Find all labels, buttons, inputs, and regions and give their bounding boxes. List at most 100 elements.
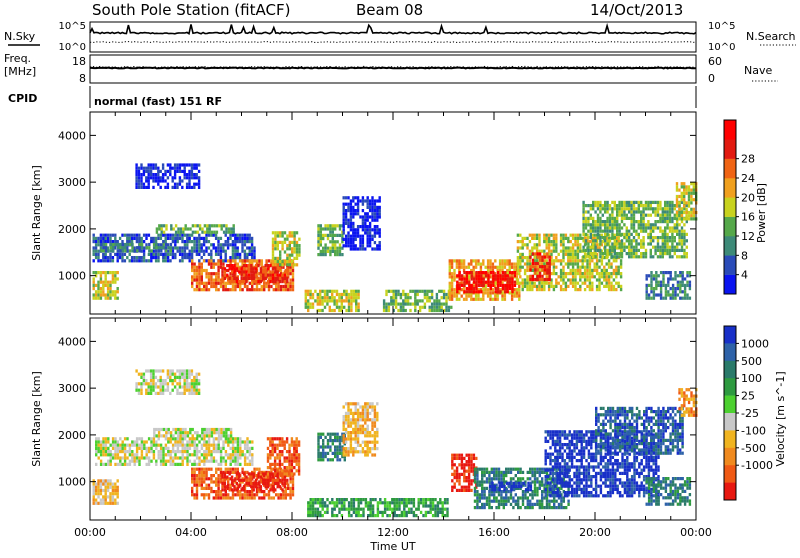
heatmap-cell	[181, 170, 183, 173]
heatmap-cell	[265, 270, 267, 273]
heatmap-cell	[215, 471, 217, 474]
heatmap-cell	[220, 428, 222, 431]
heatmap-cell	[599, 201, 601, 204]
heatmap-cell	[293, 257, 295, 260]
heatmap-cell	[614, 223, 616, 226]
heatmap-cell	[635, 207, 637, 210]
heatmap-cell	[218, 434, 220, 437]
heatmap-cell	[688, 217, 690, 220]
heatmap-cell	[93, 502, 95, 505]
heatmap-cell	[124, 463, 126, 466]
heatmap-cell	[364, 228, 366, 231]
heatmap-cell	[347, 209, 349, 212]
heatmap-cell	[262, 482, 264, 485]
power-colorbar-label: Power [dB]	[755, 183, 768, 243]
heatmap-cell	[140, 163, 142, 166]
heatmap-cell	[374, 241, 376, 244]
heatmap-cell	[198, 243, 200, 246]
heatmap-cell	[227, 480, 229, 483]
heatmap-cell	[678, 201, 680, 204]
heatmap-cell	[549, 256, 551, 259]
heatmap-cell	[677, 284, 679, 287]
heatmap-cell	[492, 271, 494, 274]
heatmap-cell	[227, 453, 229, 456]
heatmap-cell	[664, 230, 666, 233]
heatmap-cell	[210, 480, 212, 483]
heatmap-cell	[257, 476, 259, 479]
heatmap-cell	[102, 437, 104, 440]
heatmap-cell	[345, 215, 347, 218]
heatmap-cell	[177, 450, 179, 453]
heatmap-cell	[228, 231, 230, 234]
heatmap-cell	[343, 290, 345, 293]
heatmap-cell	[587, 249, 589, 252]
heatmap-cell	[284, 476, 286, 479]
heatmap-cell	[594, 204, 596, 207]
heatmap-cell	[414, 293, 416, 296]
heatmap-cell	[119, 450, 121, 453]
heatmap-cell	[671, 246, 673, 249]
heatmap-cell	[640, 201, 642, 204]
heatmap-cell	[228, 428, 230, 431]
heatmap-cell	[277, 257, 279, 260]
y-tick-label: 3000	[58, 176, 86, 189]
heatmap-cell	[158, 431, 160, 434]
heatmap-cell	[179, 163, 181, 166]
heatmap-cell	[146, 246, 148, 249]
heatmap-cell	[109, 499, 111, 502]
heatmap-cell	[243, 267, 245, 270]
heatmap-cell	[107, 483, 109, 486]
heatmap-cell	[158, 224, 160, 227]
heatmap-cell	[191, 282, 193, 285]
heatmap-cell	[253, 256, 255, 259]
heatmap-cell	[179, 456, 181, 459]
heatmap-cell	[246, 444, 248, 447]
heatmap-cell	[285, 490, 287, 493]
heatmap-cell	[683, 233, 685, 236]
heatmap-cell	[511, 263, 513, 266]
heatmap-cell	[157, 379, 159, 382]
heatmap-cell	[114, 290, 116, 293]
heatmap-cell	[260, 488, 262, 491]
heatmap-cell	[345, 309, 347, 312]
heatmap-cell	[650, 287, 652, 290]
heatmap-cell	[487, 263, 489, 266]
colorbar-tick-label: 24	[741, 172, 755, 185]
heatmap-cell	[198, 484, 200, 487]
heatmap-cell	[112, 271, 114, 274]
heatmap-cell	[606, 217, 608, 220]
heatmap-cell	[501, 259, 503, 262]
heatmap-cell	[536, 288, 538, 291]
heatmap-cell	[541, 256, 543, 259]
heatmap-cell	[176, 376, 178, 379]
heatmap-cell	[686, 246, 688, 249]
heatmap-cell	[193, 279, 195, 282]
heatmap-cell	[609, 207, 611, 210]
heatmap-cell	[572, 243, 574, 246]
heatmap-cell	[615, 275, 617, 278]
heatmap-cell	[664, 233, 666, 236]
heatmap-cell	[606, 282, 608, 285]
heatmap-cell	[206, 444, 208, 447]
heatmap-cell	[582, 210, 584, 213]
heatmap-cell	[237, 256, 239, 259]
heatmap-cell	[114, 253, 116, 256]
heatmap-cell	[184, 392, 186, 395]
heatmap-cell	[369, 244, 371, 247]
heatmap-cell	[105, 240, 107, 243]
heatmap-cell	[574, 237, 576, 240]
heatmap-cell	[647, 226, 649, 229]
heatmap-cell	[119, 243, 121, 246]
heatmap-cell	[226, 485, 228, 488]
heatmap-cell	[628, 210, 630, 213]
heatmap-cell	[136, 444, 138, 447]
heatmap-cell	[343, 209, 345, 212]
heatmap-cell	[333, 299, 335, 302]
heatmap-cell	[296, 250, 298, 253]
heatmap-cell	[129, 234, 131, 237]
heatmap-cell	[292, 272, 294, 275]
heatmap-cell	[509, 266, 511, 269]
heatmap-cell	[574, 278, 576, 281]
heatmap-cell	[640, 214, 642, 217]
heatmap-cell	[371, 235, 373, 238]
